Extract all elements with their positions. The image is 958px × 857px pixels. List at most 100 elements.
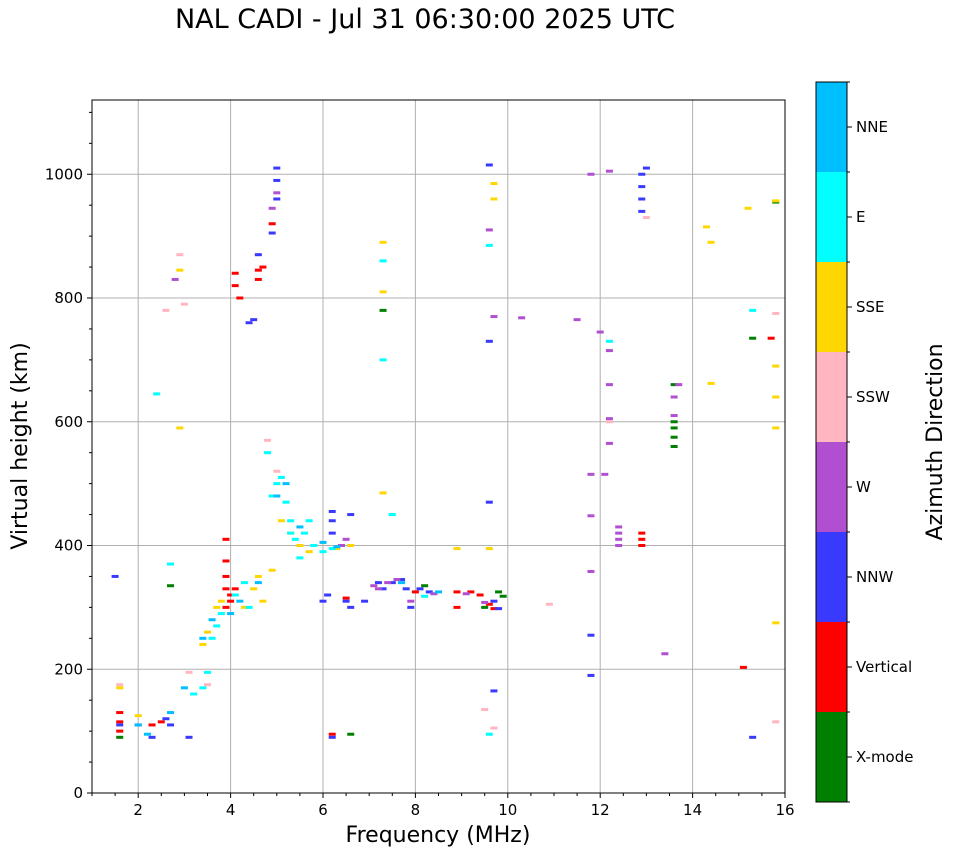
data-point (319, 599, 327, 603)
colorbar-segment (816, 442, 847, 532)
colorbar-frame (815, 81, 848, 803)
data-point (744, 206, 752, 210)
data-point (176, 268, 184, 272)
colorbar: X-mode Vertical NNW W SSW SSE E NNE (815, 81, 913, 803)
data-point (615, 544, 623, 547)
data-point (217, 599, 225, 603)
data-point (638, 172, 646, 176)
data-point (291, 537, 299, 541)
data-point (596, 330, 604, 334)
data-point (605, 339, 613, 343)
data-point (347, 605, 355, 609)
data-point (749, 735, 757, 739)
data-point (245, 605, 253, 609)
colorbar-segment (816, 712, 847, 802)
data-point (587, 673, 595, 677)
data-point (485, 500, 493, 504)
data-point (772, 311, 780, 315)
data-point (204, 683, 211, 687)
data-point (296, 525, 304, 529)
data-point (337, 544, 345, 547)
data-point (490, 182, 498, 186)
data-point (435, 590, 442, 594)
data-point (490, 315, 498, 319)
data-point (222, 537, 230, 541)
data-point (425, 590, 433, 594)
data-point (767, 336, 775, 340)
data-point (707, 381, 715, 385)
data-point (615, 537, 623, 541)
data-point (167, 723, 175, 727)
data-point (485, 602, 493, 606)
x-axis-label: Frequency (MHz) (346, 823, 531, 848)
data-point (485, 339, 493, 343)
x-tick-label: 8 (411, 801, 421, 819)
data-point (347, 513, 355, 517)
data-point (707, 240, 715, 244)
colorbar-label-x-mode: X-mode (856, 748, 913, 766)
y-tick-label: 200 (54, 660, 83, 678)
data-point (167, 711, 175, 715)
data-point (231, 271, 239, 275)
data-point (499, 594, 507, 598)
data-point (282, 482, 290, 486)
data-point (379, 259, 387, 263)
x-tick-label: 4 (226, 801, 236, 819)
data-point (273, 166, 281, 170)
data-point (749, 308, 757, 312)
data-point (167, 562, 175, 566)
data-point (638, 209, 646, 213)
data-point (485, 243, 493, 247)
data-point (661, 652, 669, 656)
data-point (227, 593, 235, 597)
data-point (642, 216, 650, 220)
data-point (268, 494, 276, 498)
data-point (213, 605, 221, 609)
data-point (199, 636, 207, 640)
data-point (287, 531, 295, 535)
y-axis-label: Virtual height (km) (8, 342, 33, 549)
data-point (670, 435, 678, 439)
data-point (305, 519, 313, 523)
data-point (601, 472, 609, 476)
colorbar-label-w: W (856, 478, 871, 496)
data-point (190, 692, 198, 696)
data-point (421, 594, 429, 598)
data-point (467, 590, 475, 594)
data-point (615, 531, 623, 535)
colorbar-segment (816, 352, 847, 442)
data-point (379, 587, 387, 591)
data-point (324, 593, 332, 597)
data-point (605, 383, 613, 387)
data-point (273, 191, 281, 195)
data-point (162, 308, 170, 312)
data-point (587, 514, 595, 518)
data-point (204, 670, 211, 674)
data-point (573, 318, 581, 322)
data-point (638, 544, 646, 547)
data-point (393, 578, 401, 582)
colorbar-label-e: E (856, 208, 865, 226)
data-point (638, 185, 646, 189)
data-point (180, 686, 188, 690)
data-point (213, 624, 221, 628)
colorbar-segment (816, 82, 847, 172)
colorbar-label: Azimuth Direction (923, 343, 948, 540)
data-point (398, 578, 406, 582)
data-point (374, 581, 382, 585)
data-point (739, 665, 747, 669)
data-point (384, 581, 392, 585)
data-point (675, 383, 683, 387)
data-point (495, 607, 503, 611)
data-point (268, 568, 276, 572)
data-point (116, 683, 124, 687)
data-point (296, 544, 304, 547)
data-point (702, 225, 710, 229)
data-point (772, 621, 780, 625)
data-point (361, 599, 369, 603)
data-point (490, 607, 498, 611)
data-point (485, 732, 493, 736)
data-point (605, 417, 613, 421)
data-point (273, 469, 281, 473)
data-point (250, 587, 258, 591)
